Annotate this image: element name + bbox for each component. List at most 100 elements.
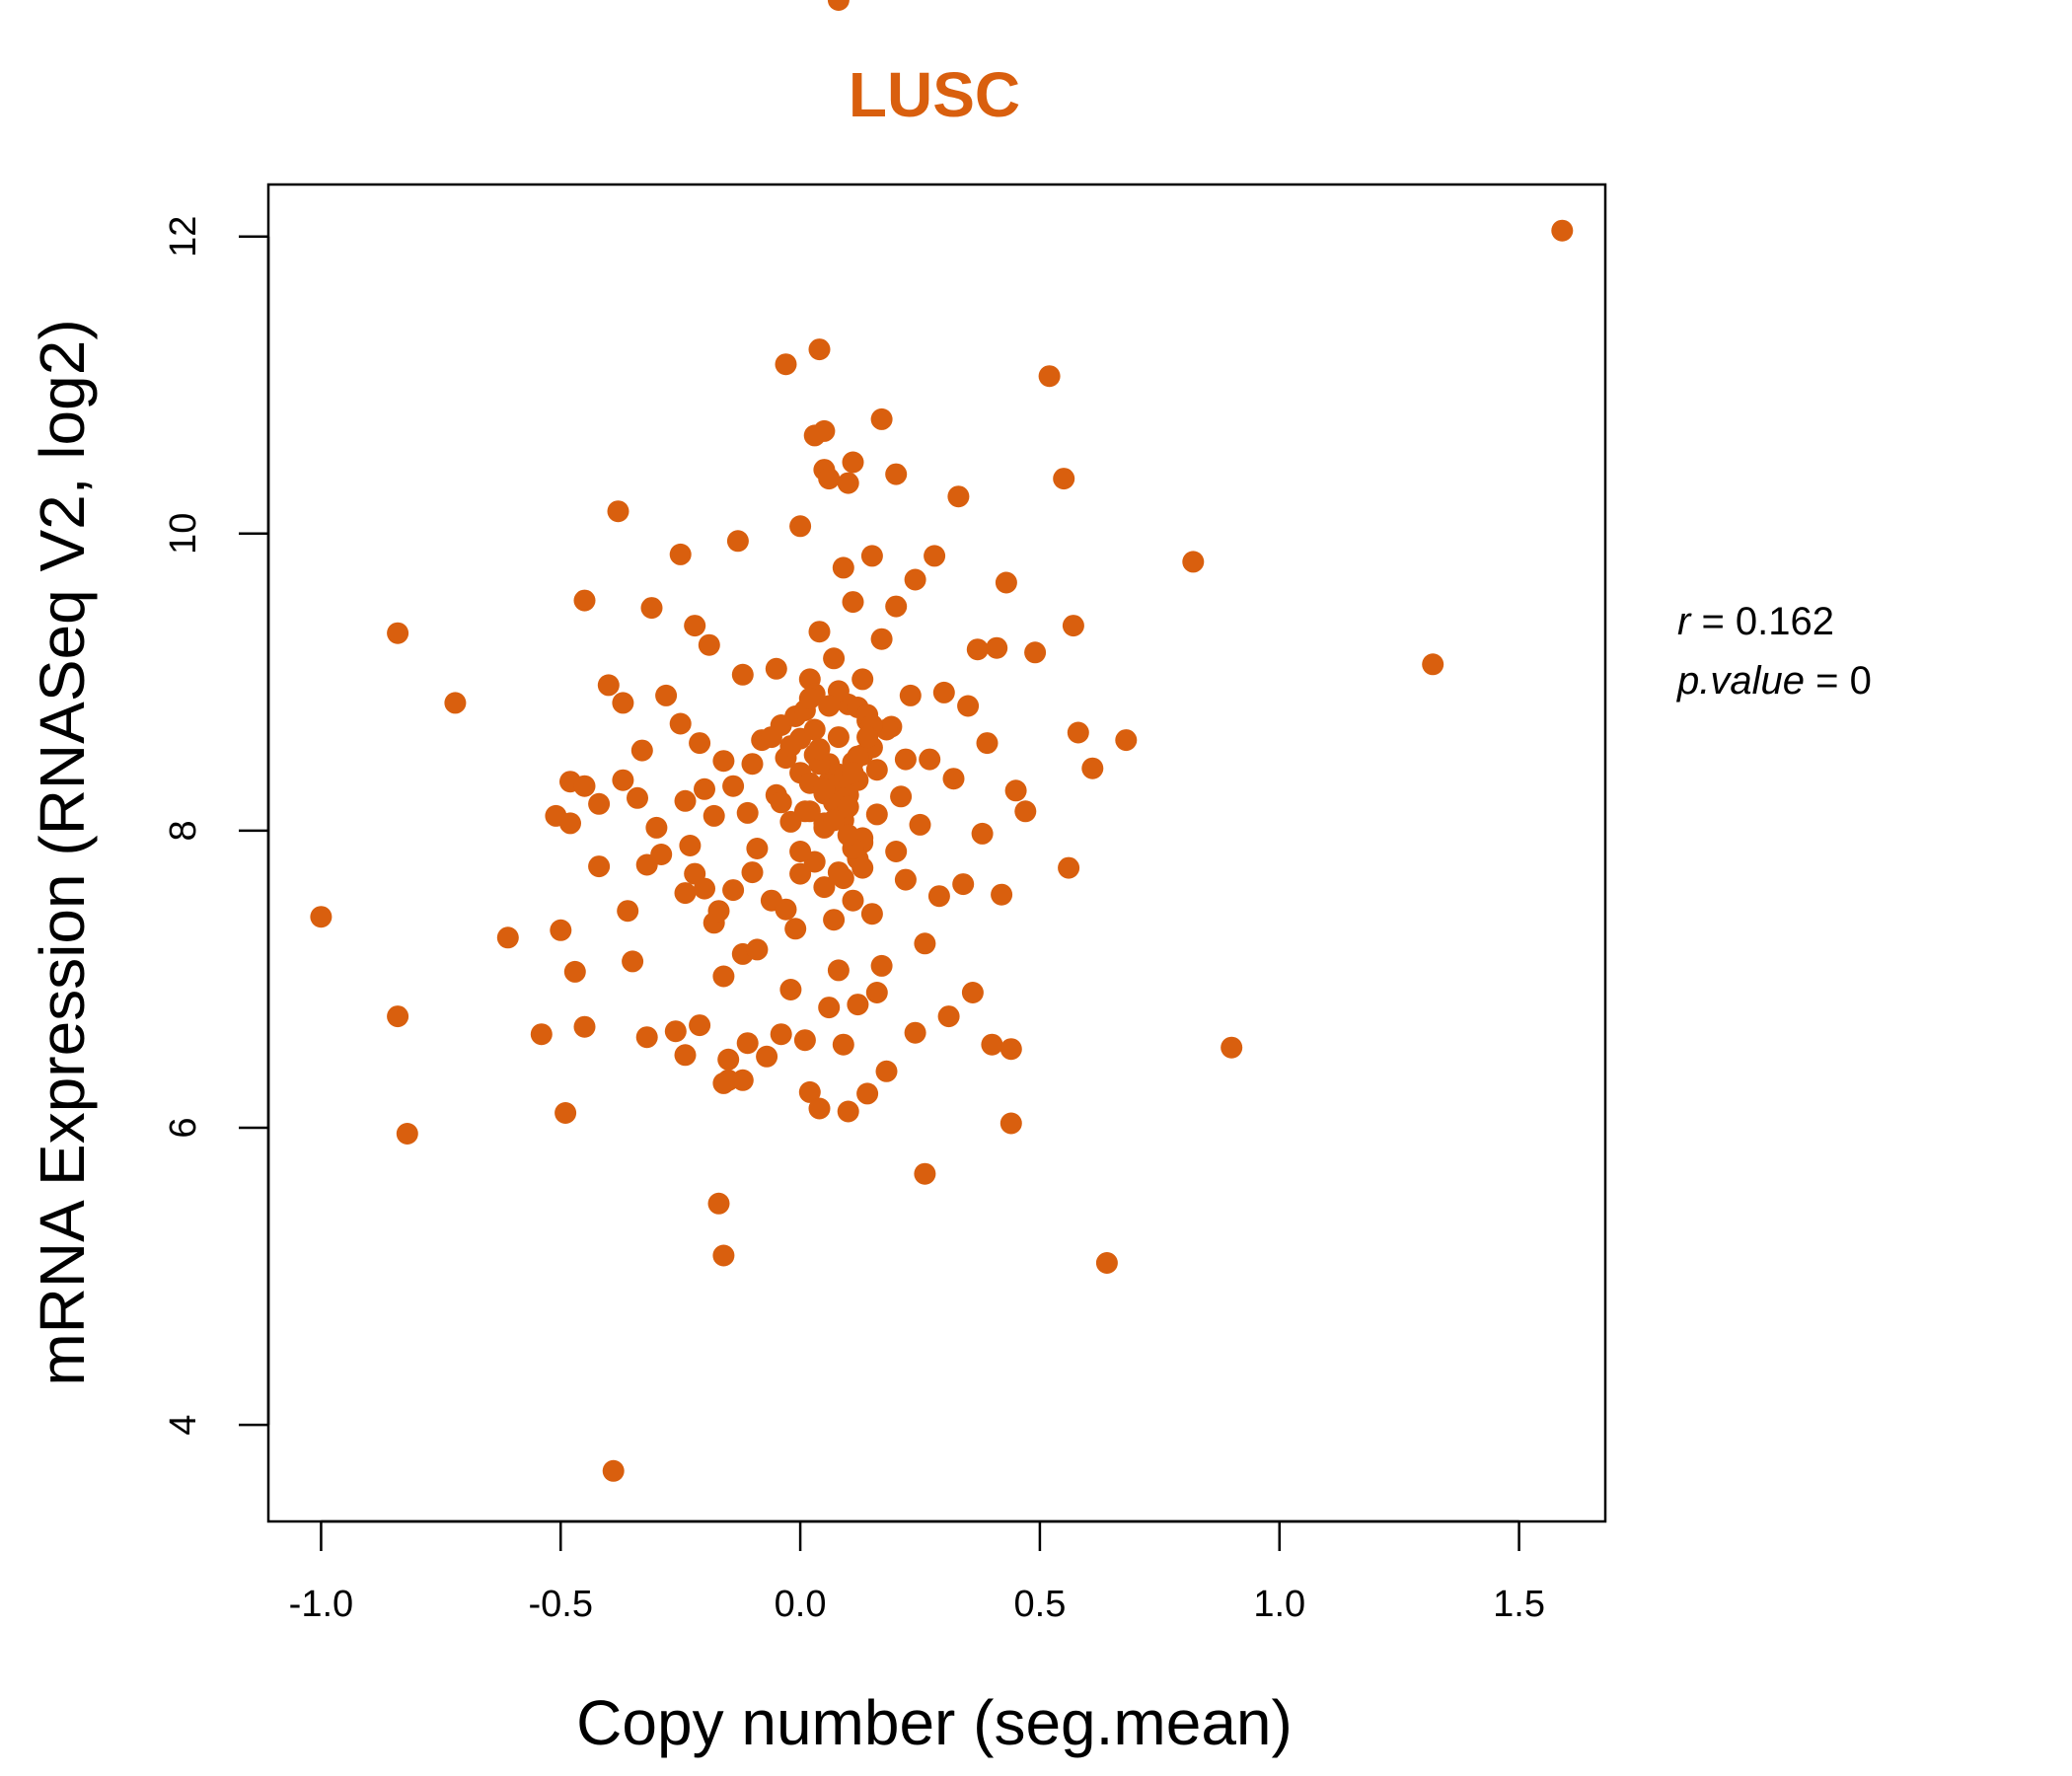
data-point	[832, 867, 854, 890]
data-point	[712, 1244, 735, 1267]
data-point	[1038, 365, 1061, 388]
data-point	[444, 692, 467, 714]
data-point	[885, 841, 908, 862]
data-point	[588, 855, 611, 878]
data-point	[856, 1082, 879, 1105]
data-point	[722, 775, 745, 797]
data-point	[837, 1100, 859, 1123]
data-point	[573, 1015, 596, 1038]
data-point	[999, 1038, 1022, 1061]
data-point	[1551, 219, 1574, 242]
y-tick-label: 12	[163, 216, 204, 258]
data-point	[927, 885, 950, 908]
data-point	[726, 530, 749, 553]
data-point	[1004, 779, 1027, 802]
data-point	[894, 868, 917, 891]
data-point	[707, 900, 730, 923]
data-point	[1053, 468, 1075, 490]
data-point	[645, 816, 668, 839]
x-tick-label: 0.0	[775, 1584, 827, 1625]
data-point	[808, 338, 831, 361]
data-point	[798, 1080, 821, 1103]
data-point	[684, 615, 706, 637]
data-point	[999, 1112, 1022, 1135]
y-tick-label: 8	[163, 820, 204, 841]
data-point	[803, 718, 826, 741]
data-point	[563, 960, 586, 983]
data-point	[827, 0, 850, 11]
data-point	[860, 903, 883, 925]
data-point	[813, 777, 836, 800]
data-point	[914, 1162, 936, 1185]
x-tick-label: -0.5	[529, 1584, 593, 1625]
data-point	[736, 801, 759, 824]
data-point	[698, 633, 720, 656]
data-point	[942, 768, 965, 790]
data-point	[387, 1005, 409, 1028]
data-point	[823, 647, 846, 670]
data-point	[937, 1005, 960, 1028]
p-equals: =	[1805, 659, 1850, 703]
data-point	[991, 883, 1013, 906]
data-point	[746, 838, 769, 859]
data-point	[818, 468, 841, 490]
data-point	[1182, 551, 1205, 573]
data-point	[932, 681, 955, 703]
data-point	[827, 959, 850, 982]
data-point	[1014, 800, 1037, 823]
y-tick-label: 4	[163, 1415, 204, 1436]
data-point	[622, 950, 644, 973]
data-point	[837, 795, 859, 818]
data-point	[707, 1192, 730, 1215]
data-point	[640, 597, 663, 620]
data-point	[712, 750, 735, 773]
data-point	[588, 792, 611, 815]
data-point	[694, 777, 715, 800]
data-point	[865, 803, 888, 826]
data-point	[712, 1072, 735, 1094]
data-point	[387, 622, 409, 644]
data-point	[789, 862, 812, 885]
data-point	[1058, 856, 1080, 879]
data-point	[919, 748, 941, 771]
data-point	[837, 824, 859, 847]
data-point	[597, 674, 620, 697]
p-value: 0	[1850, 659, 1872, 703]
data-point	[827, 726, 850, 749]
data-point	[870, 628, 893, 650]
data-point	[842, 451, 864, 474]
data-points	[310, 0, 1574, 1482]
data-point	[746, 938, 769, 961]
x-tick-label: 1.0	[1253, 1584, 1305, 1625]
r-equals: =	[1690, 600, 1736, 643]
data-point	[674, 1044, 697, 1067]
data-point	[808, 621, 831, 643]
data-point	[856, 726, 879, 749]
data-point	[555, 1102, 577, 1124]
data-point	[798, 800, 821, 823]
data-point	[924, 545, 946, 567]
data-point	[808, 753, 831, 776]
data-point	[689, 1014, 711, 1037]
data-point	[612, 692, 634, 714]
data-point	[981, 1033, 1003, 1056]
data-point	[904, 1021, 926, 1044]
svg-text:r = 0.162: r = 0.162	[1677, 600, 1834, 643]
data-point	[1221, 1036, 1243, 1059]
p-value-label: p.value	[1676, 659, 1805, 703]
x-tick-label: 1.5	[1493, 1584, 1545, 1625]
data-point	[396, 1123, 418, 1145]
data-point	[952, 873, 975, 896]
data-point	[914, 932, 936, 955]
svg-text:p.value = 0: p.value = 0	[1676, 659, 1872, 703]
data-point	[612, 769, 634, 791]
data-point	[1115, 729, 1138, 752]
data-point	[717, 1048, 740, 1071]
data-point	[808, 738, 831, 761]
data-point	[823, 909, 846, 931]
data-point	[779, 735, 802, 758]
data-point	[617, 900, 639, 923]
data-point	[885, 463, 908, 485]
data-point	[310, 906, 333, 928]
